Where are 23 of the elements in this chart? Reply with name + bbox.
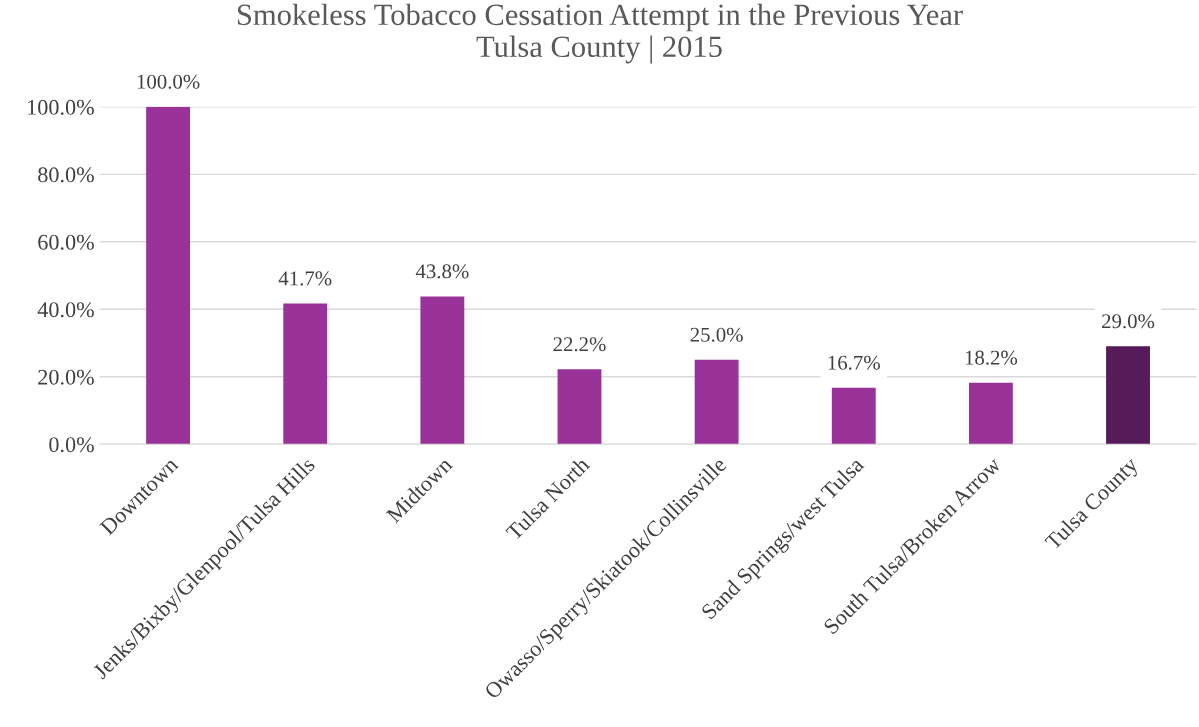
bar xyxy=(420,296,465,445)
bar xyxy=(283,303,328,445)
y-tick-label: 100.0% xyxy=(28,99,94,115)
bar xyxy=(694,359,739,445)
chart-title: Smokeless Tobacco Cessation Attempt in the Previous Year Tulsa County | 2015 xyxy=(237,3,963,64)
y-tick-label: 20.0% xyxy=(38,369,94,385)
y-tick-label: 0.0% xyxy=(49,437,94,453)
bar xyxy=(1106,346,1150,445)
bar xyxy=(831,387,876,445)
data-label: 16.7% xyxy=(828,355,880,370)
y-tick-label: 80.0% xyxy=(38,167,94,183)
data-label: 18.2% xyxy=(965,350,1018,365)
data-label: 100.0% xyxy=(137,74,200,89)
data-label: 22.2% xyxy=(553,337,606,352)
data-label: 43.8% xyxy=(415,264,469,279)
y-tick-label: 40.0% xyxy=(37,302,94,318)
bar xyxy=(146,106,191,445)
data-label: 41.7% xyxy=(278,271,332,286)
data-label: 25.0% xyxy=(690,327,743,342)
bar xyxy=(557,369,602,445)
y-tick-label: 60.0% xyxy=(38,234,94,250)
bar xyxy=(968,382,1013,445)
data-label: 29.0% xyxy=(1102,314,1155,329)
